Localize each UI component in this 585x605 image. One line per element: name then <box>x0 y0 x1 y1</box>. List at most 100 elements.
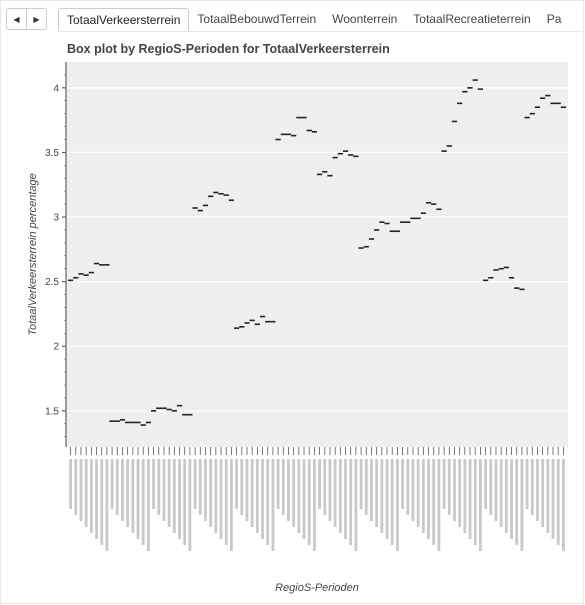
x-category-label <box>95 459 98 539</box>
x-category-label <box>495 459 498 521</box>
x-category-label <box>121 459 124 521</box>
y-tick-label: 4 <box>53 83 59 94</box>
y-tick-label: 2 <box>53 342 59 353</box>
x-category-label <box>521 459 524 551</box>
x-category-label <box>448 459 451 515</box>
x-category-label <box>313 459 316 551</box>
x-category-label <box>562 459 565 551</box>
x-category-label <box>168 459 171 527</box>
x-category-label <box>396 459 399 551</box>
y-tick-label: 3 <box>53 213 59 224</box>
x-category-label <box>463 459 466 533</box>
x-category-label <box>401 459 404 509</box>
x-category-label <box>484 459 487 509</box>
x-category-label <box>137 459 140 539</box>
x-category-label <box>323 459 326 515</box>
x-category-label <box>230 459 233 551</box>
x-category-label <box>235 459 238 509</box>
x-category-label <box>157 459 160 515</box>
x-category-label <box>531 459 534 515</box>
x-category-label <box>106 459 109 551</box>
x-category-label <box>479 459 482 551</box>
x-category-label <box>349 459 352 545</box>
x-axis-title: RegioS-Perioden <box>275 582 359 594</box>
x-category-label <box>552 459 555 539</box>
y-tick-label: 3.5 <box>45 148 59 159</box>
x-category-label <box>422 459 425 533</box>
x-category-label <box>412 459 415 521</box>
x-category-label <box>240 459 243 515</box>
x-category-label <box>339 459 342 533</box>
x-category-label <box>438 459 441 551</box>
x-category-label <box>204 459 207 521</box>
x-category-label <box>546 459 549 533</box>
x-category-label <box>225 459 228 545</box>
x-category-label <box>85 459 88 527</box>
y-tick-label: 1.5 <box>45 406 59 417</box>
x-category-label <box>318 459 321 509</box>
x-category-label <box>69 459 72 509</box>
x-category-label <box>142 459 145 545</box>
x-category-label <box>178 459 181 539</box>
x-category-label <box>147 459 150 551</box>
x-category-label <box>131 459 134 533</box>
x-category-label <box>355 459 358 551</box>
x-category-label <box>432 459 435 545</box>
x-category-label <box>287 459 290 521</box>
x-category-label <box>74 459 77 515</box>
x-category-label <box>489 459 492 515</box>
x-category-label <box>469 459 472 539</box>
x-category-label <box>375 459 378 527</box>
y-axis-title: TotaalVerkeersterrein percentage <box>27 173 39 335</box>
x-category-label <box>220 459 223 539</box>
x-category-label <box>500 459 503 527</box>
x-category-label <box>510 459 513 539</box>
x-category-label <box>214 459 217 533</box>
x-category-label <box>406 459 409 515</box>
x-category-label <box>152 459 155 509</box>
x-category-label <box>505 459 508 533</box>
x-category-label <box>303 459 306 539</box>
x-category-label <box>194 459 197 509</box>
x-category-label <box>282 459 285 515</box>
plot-area <box>66 62 568 447</box>
x-category-label <box>261 459 264 539</box>
x-category-label <box>536 459 539 521</box>
x-category-label <box>183 459 186 545</box>
x-category-label <box>277 459 280 509</box>
x-category-label <box>334 459 337 527</box>
x-category-label <box>474 459 477 545</box>
x-category-label <box>515 459 518 545</box>
x-category-label <box>266 459 269 545</box>
x-category-label <box>256 459 259 533</box>
x-category-label <box>246 459 249 521</box>
x-category-label <box>443 459 446 509</box>
x-category-label <box>370 459 373 521</box>
x-category-label <box>365 459 368 515</box>
x-category-label <box>116 459 119 515</box>
x-category-label <box>541 459 544 527</box>
x-category-label <box>163 459 166 521</box>
x-category-label <box>189 459 192 551</box>
x-category-label <box>557 459 560 545</box>
x-category-label <box>251 459 254 527</box>
x-category-label <box>386 459 389 539</box>
x-category-label <box>111 459 114 509</box>
y-tick-label: 2.5 <box>45 277 59 288</box>
x-category-label <box>380 459 383 533</box>
x-category-label <box>427 459 430 539</box>
x-category-label <box>458 459 461 527</box>
x-category-label <box>80 459 83 521</box>
x-category-label <box>90 459 93 533</box>
x-category-label <box>417 459 420 527</box>
x-category-label <box>209 459 212 527</box>
x-category-label <box>308 459 311 545</box>
x-category-label <box>344 459 347 539</box>
x-category-label <box>329 459 332 521</box>
x-category-label <box>526 459 529 509</box>
x-category-label <box>391 459 394 545</box>
x-category-label <box>173 459 176 533</box>
x-category-label <box>272 459 275 551</box>
x-category-label <box>100 459 103 545</box>
